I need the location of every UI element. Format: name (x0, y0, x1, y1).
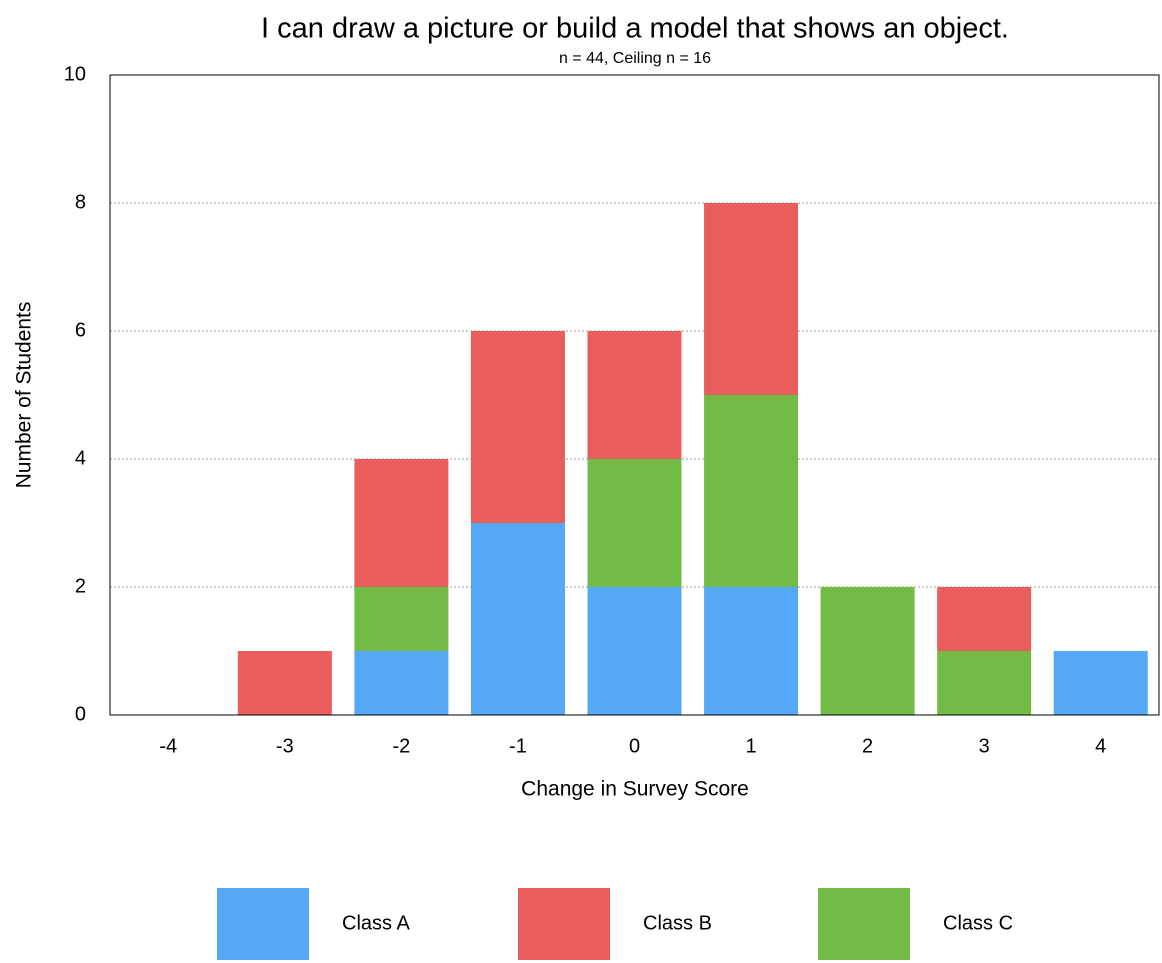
y-tick-label: 0 (75, 703, 86, 725)
plot-frame (109, 74, 1160, 716)
bar-segment (587, 459, 682, 587)
legend-swatch (518, 888, 610, 960)
x-axis-label: Change in Survey Score (521, 778, 749, 801)
x-tick-label: 2 (862, 735, 873, 757)
chart-subtitle: n = 44, Ceiling n = 16 (559, 50, 711, 67)
bar-segment (587, 331, 682, 459)
bar-segment (704, 395, 799, 587)
y-tick-label: 2 (75, 575, 86, 597)
legend-label: Class C (943, 912, 1013, 934)
bar-segment (704, 587, 799, 715)
x-tick-label: -4 (159, 735, 177, 757)
bar-segment (937, 651, 1032, 715)
bar-segment (354, 651, 449, 715)
bar-segment (470, 331, 565, 523)
bar-segment (1053, 651, 1148, 715)
bar-segment (704, 203, 799, 395)
chart-title: I can draw a picture or build a model th… (261, 13, 1009, 45)
x-tick-label: 4 (1095, 735, 1106, 757)
y-tick-label: 8 (75, 191, 86, 213)
legend-label: Class A (342, 912, 410, 934)
x-tick-label: -3 (276, 735, 294, 757)
x-tick-label: 1 (745, 735, 756, 757)
y-tick-label: 4 (75, 447, 86, 469)
x-tick-label: -2 (392, 735, 410, 757)
bar-segment (820, 587, 915, 715)
bar-segment (237, 651, 332, 715)
legend-swatch (217, 888, 309, 960)
bar-segment (354, 459, 449, 587)
bar-segment (937, 587, 1032, 651)
bar-segment (470, 523, 565, 715)
y-tick-label: 6 (75, 319, 86, 341)
legend-label: Class B (643, 912, 712, 934)
y-tick-label: 10 (64, 63, 86, 85)
y-axis-label: Number of Students (13, 302, 36, 489)
x-tick-label: 0 (629, 735, 640, 757)
bar-segment (587, 587, 682, 715)
bar-segment (354, 587, 449, 651)
x-tick-label: 3 (979, 735, 990, 757)
legend-swatch (818, 888, 910, 960)
x-tick-label: -1 (509, 735, 527, 757)
